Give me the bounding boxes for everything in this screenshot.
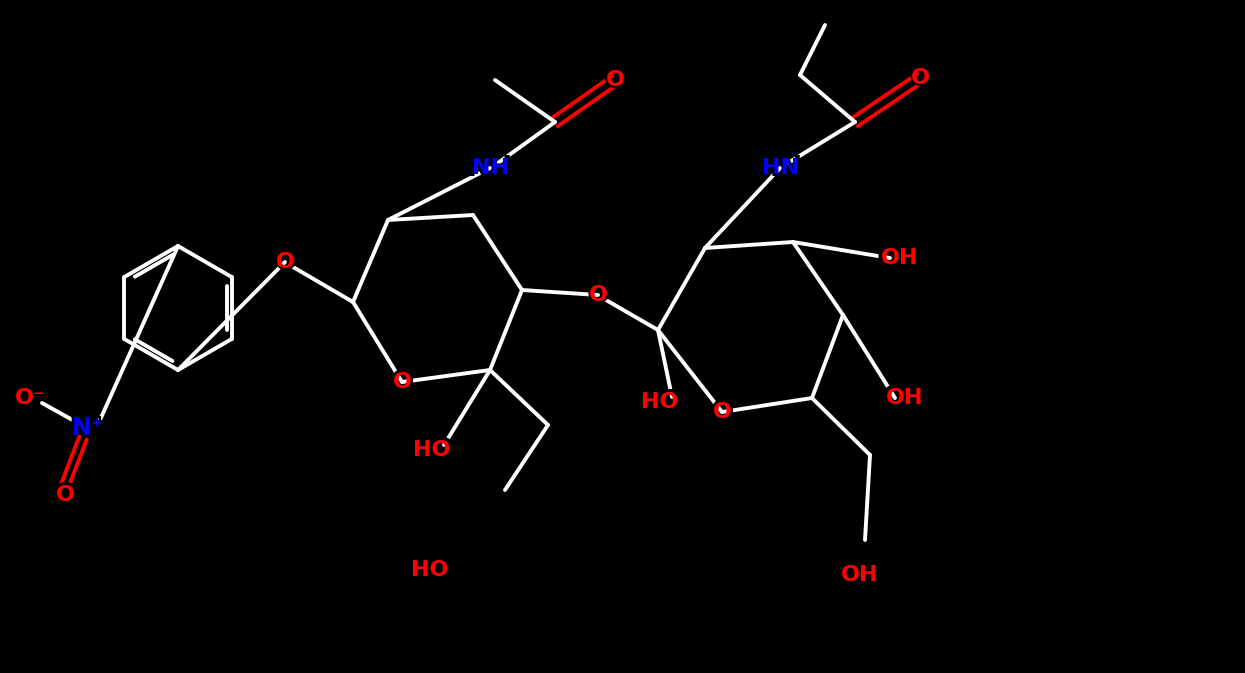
Text: HN: HN bbox=[757, 154, 803, 182]
Text: NH: NH bbox=[467, 154, 513, 182]
Text: OH: OH bbox=[876, 244, 924, 272]
Text: HN: HN bbox=[762, 158, 798, 178]
Text: O: O bbox=[56, 485, 75, 505]
Text: OH: OH bbox=[886, 388, 924, 408]
Text: NH: NH bbox=[472, 158, 508, 178]
Text: O: O bbox=[910, 68, 930, 88]
Text: HO: HO bbox=[413, 440, 451, 460]
Text: O⁻: O⁻ bbox=[15, 388, 45, 408]
Text: O: O bbox=[54, 481, 77, 509]
Text: O: O bbox=[273, 248, 296, 276]
Text: N⁺: N⁺ bbox=[68, 414, 108, 442]
Text: O: O bbox=[909, 64, 931, 92]
Text: O: O bbox=[589, 285, 608, 305]
Text: OH: OH bbox=[881, 384, 929, 412]
Text: O: O bbox=[605, 70, 625, 90]
Text: HO: HO bbox=[408, 436, 456, 464]
Text: OH: OH bbox=[837, 561, 883, 589]
Text: O: O bbox=[392, 372, 412, 392]
Text: N⁺: N⁺ bbox=[72, 416, 105, 440]
Text: OH: OH bbox=[881, 248, 919, 268]
Text: O⁻: O⁻ bbox=[11, 384, 49, 412]
Text: O: O bbox=[712, 402, 732, 422]
Text: HO: HO bbox=[407, 556, 453, 584]
Text: O: O bbox=[604, 66, 626, 94]
Text: HO: HO bbox=[411, 560, 448, 580]
Text: O: O bbox=[275, 252, 295, 272]
Text: HO: HO bbox=[641, 392, 679, 412]
Text: O: O bbox=[586, 281, 610, 309]
Text: HO: HO bbox=[636, 388, 684, 416]
Text: O: O bbox=[710, 398, 733, 426]
Text: O: O bbox=[390, 368, 413, 396]
Text: OH: OH bbox=[842, 565, 879, 585]
